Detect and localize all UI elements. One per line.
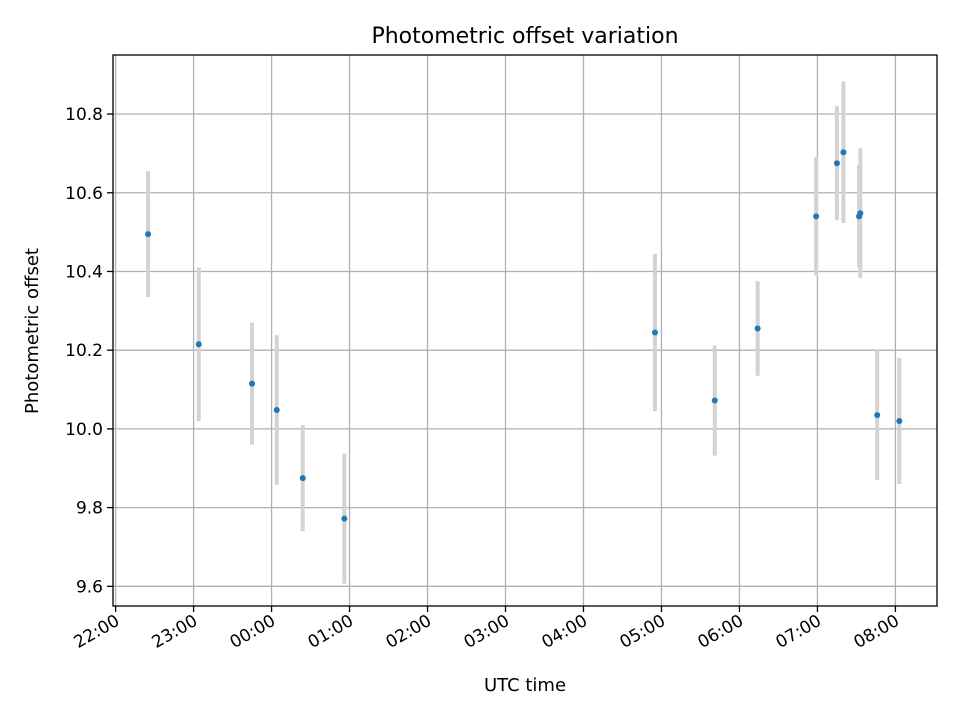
y-tick-label: 9.8 [76,499,103,519]
y-tick-label: 9.6 [76,577,103,597]
x-tick-label: 03:00 [461,611,513,653]
data-point [754,325,761,332]
x-tick-label: 23:00 [149,611,201,653]
data-point [857,210,864,217]
x-tick-label: 00:00 [227,611,279,653]
y-tick-label: 10.8 [65,105,103,125]
data-point [341,515,348,522]
data-points [145,149,903,522]
axis-ticks: 22:00 23:00 00:00 01:00 02:00 03:00 04:00 05:00… [65,105,903,653]
y-tick-label: 10.6 [65,184,103,204]
data-point [833,160,840,167]
x-tick-label: 01:00 [305,611,357,653]
x-tick-label: 22:00 [71,611,123,653]
x-tick-label: 06:00 [695,611,747,653]
x-tick-label: 05:00 [617,611,669,653]
data-point [813,213,820,220]
y-tick-label: 10.2 [65,341,103,361]
data-point [145,231,152,238]
data-point [840,149,847,156]
data-point [299,475,306,482]
y-tick-label: 10.4 [65,262,103,282]
data-point [195,341,202,348]
data-point [249,380,256,387]
data-point [273,407,280,414]
data-point [651,329,658,336]
x-tick-label: 08:00 [850,611,902,653]
x-tick-label: 04:00 [539,611,591,653]
x-axis-label: UTC time [484,675,566,696]
data-point [874,412,881,419]
x-tick-label: 02:00 [383,611,435,653]
chart-title: Photometric offset variation [371,24,678,49]
y-axis-label: Photometric offset [22,248,43,414]
data-point [711,397,718,404]
plot-frame [112,54,938,607]
x-tick-label: 07:00 [772,611,824,653]
y-tick-label: 10.0 [65,420,103,440]
grid [113,55,937,606]
data-point [896,418,903,425]
